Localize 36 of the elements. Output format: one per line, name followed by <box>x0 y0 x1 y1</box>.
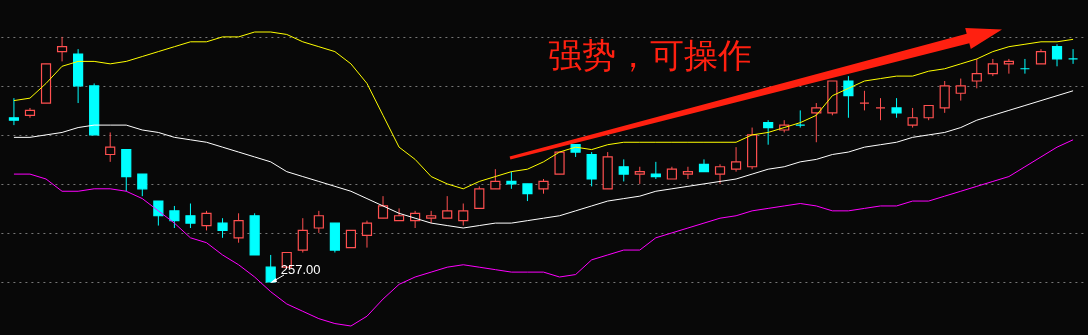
candlestick <box>153 200 164 227</box>
candlestick <box>811 102 822 143</box>
candlestick <box>1003 58 1014 75</box>
candlestick <box>763 119 774 146</box>
annotation: 强势，可操作 <box>548 35 752 75</box>
candlestick <box>730 146 742 173</box>
candlestick <box>458 203 469 227</box>
candlestick <box>137 173 148 197</box>
candlestick <box>442 195 453 219</box>
candlestick <box>105 131 116 163</box>
candlestick <box>618 158 629 182</box>
candlestick <box>361 220 373 249</box>
candlestick <box>56 36 68 62</box>
candlestick <box>185 203 196 229</box>
candlestick <box>393 207 405 222</box>
candlestick <box>971 58 982 89</box>
candlestick <box>8 97 20 126</box>
candlestick <box>891 97 902 119</box>
candlestick <box>939 80 950 114</box>
candlestick <box>169 205 180 229</box>
candlestick <box>843 75 854 119</box>
candlestick <box>474 185 485 209</box>
candlestick <box>955 78 966 102</box>
candlestick <box>1051 43 1063 67</box>
candlestick <box>377 195 389 219</box>
candlestick <box>217 217 228 239</box>
candlestick <box>907 107 918 129</box>
candlestick <box>297 217 308 253</box>
candlestick <box>714 163 726 185</box>
candlestick <box>233 212 244 244</box>
candlestick <box>682 166 694 180</box>
annotation: 257.00 <box>280 261 321 277</box>
candlestick <box>313 210 324 234</box>
candlestick <box>201 210 212 231</box>
candlestick <box>265 254 276 283</box>
candlestick <box>490 168 501 190</box>
